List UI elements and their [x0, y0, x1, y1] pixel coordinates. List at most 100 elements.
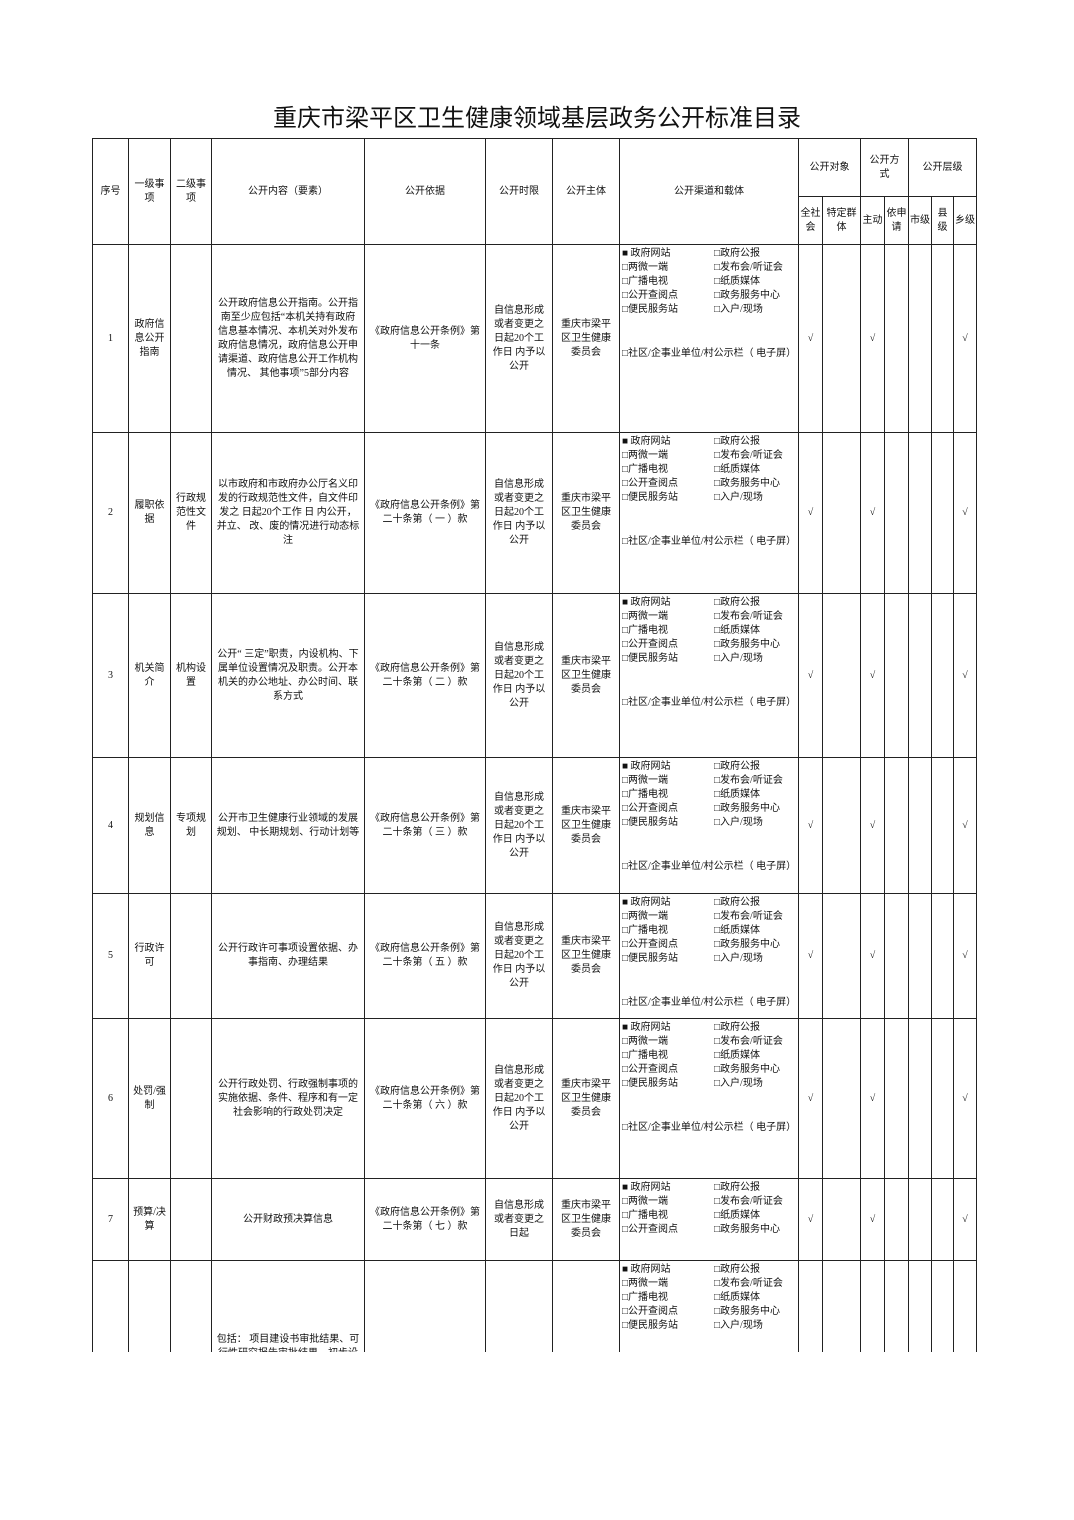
channel-option: □公开查阅点: [622, 1224, 679, 1235]
channels-cell: ■ 政府网站 □政府公报 □两微一端 □发布会/听证会 □广播电视 □纸质媒体 □公开查阅点…: [619, 1018, 799, 1179]
channel-option: □广播电视: [622, 1210, 669, 1221]
channel-option: □便民服务站: [622, 1078, 679, 1089]
cell-no: [92, 1260, 129, 1352]
channel-option: □发布会/听证会: [714, 775, 783, 786]
cell-no: 2: [92, 432, 129, 594]
cell-level1: 行政许可: [128, 893, 171, 1019]
channel-option: □广播电视: [622, 464, 669, 475]
header-cell: 全社会: [798, 196, 823, 245]
check-cell: √: [952, 893, 977, 1019]
check-cell: [884, 1260, 909, 1352]
cell-level2: 行政规范性文件: [170, 432, 212, 594]
check-cell: [884, 893, 909, 1019]
cell-level1: 规划信息: [128, 757, 171, 894]
header-cell: 乡级: [952, 196, 977, 245]
channels-cell: ■ 政府网站 □政府公报 □两微一端 □发布会/听证会 □广播电视 □纸质媒体 □公开查阅点…: [619, 244, 799, 433]
cell-subject: [552, 1260, 620, 1352]
channel-grid: ■ 政府网站 □政府公报 □两微一端 □发布会/听证会 □广播电视 □纸质媒体 □公开查阅点…: [622, 247, 796, 317]
header-cell: 公开对象: [798, 138, 861, 197]
cell-content: 公开行政许可事项设置依据、办事指南、办理结果: [211, 893, 365, 1019]
channel-option: □发布会/听证会: [714, 1196, 783, 1207]
channel-option: □两微一端: [622, 1196, 669, 1207]
cell-no: 7: [92, 1178, 129, 1261]
check-cell: [822, 1178, 861, 1261]
channel-option: □政府公报: [714, 248, 761, 259]
channel-grid: ■ 政府网站 □政府公报 □两微一端 □发布会/听证会 □广播电视 □纸质媒体 □公开查阅点…: [622, 1181, 796, 1237]
channel-option: □广播电视: [622, 1292, 669, 1303]
channel-option: □入户/现场: [714, 492, 763, 503]
channel-option: □便民服务站: [622, 653, 679, 664]
check-cell: [884, 1178, 909, 1261]
channel-option: □纸质媒体: [714, 1210, 761, 1221]
cell-time: 自信息形成或者变更之日起20个工作日 内予以公开: [485, 244, 553, 433]
cell-content: 公开“ 三定”职责，内设机构、下属单位设置情况及职责。公开本机关的办公地址、办公…: [211, 593, 365, 758]
channel-option: □政府公报: [714, 1022, 761, 1033]
cell-basis: 《政府信息公开条例》第十一条: [364, 244, 486, 433]
check-cell: [822, 893, 861, 1019]
cell-subject: 重庆市梁平区卫生健康委员会: [552, 244, 620, 433]
header-cell: 序号: [92, 138, 129, 245]
cell-time: [485, 1260, 553, 1352]
cell-level1: [128, 1260, 171, 1352]
cell-content: 以市政府和市政府办公厅名义印发的行政规范性文件，自文件印发之 日起20个工作 日…: [211, 432, 365, 594]
channel-option: □两微一端: [622, 1278, 669, 1289]
check-cell: [931, 757, 954, 894]
channel-option: □发布会/听证会: [714, 911, 783, 922]
title: 重庆市梁平区卫生健康领域基层政务公开标准目录: [273, 106, 801, 132]
row: 7 预算/决算 公开财政预决算信息 《政府信息公开条例》第二十条第（ 七 ）款 自信息形…: [92, 1178, 977, 1261]
cell-no: 1: [92, 244, 129, 433]
channel-option: □便民服务站: [622, 492, 679, 503]
check-cell: [908, 432, 932, 594]
channel-option: □公开查阅点: [622, 639, 679, 650]
check-cell: [908, 893, 932, 1019]
channels-cell: ■ 政府网站 □政府公报 □两微一端 □发布会/听证会 □广播电视 □纸质媒体 □公开查阅点…: [619, 1178, 799, 1261]
channel-option: □纸质媒体: [714, 789, 761, 800]
check-cell: [822, 432, 861, 594]
cell-basis: 《政府信息公开条例》第二十条第（ 三 ）款: [364, 757, 486, 894]
channel-option: □入户/现场: [714, 304, 763, 315]
cell-subject: 重庆市梁平区卫生健康委员会: [552, 893, 620, 1019]
header-cell: 公开渠道和载体: [619, 138, 799, 245]
channel-option: □政府公报: [714, 436, 761, 447]
check-cell: [908, 1178, 932, 1261]
channel-option: □社区/企事业单位/村公示栏（ 电子屏）: [622, 697, 797, 708]
channel-option: □社区/企事业单位/村公示栏（ 电子屏）: [622, 861, 797, 872]
cell-content: 公开市卫生健康行业领域的发展规划、 中长期规划、行动计划等: [211, 757, 365, 894]
channel-option: ■ 政府网站: [622, 1022, 671, 1033]
check-cell: [931, 1260, 954, 1352]
cell-no: 4: [92, 757, 129, 894]
check-cell: √: [798, 1178, 823, 1261]
cell-basis: 《政府信息公开条例》第二十条第（ 七 ）款: [364, 1178, 486, 1261]
channel-option: □发布会/听证会: [714, 1036, 783, 1047]
row: 4 规划信息 专项规划 公开市卫生健康行业领域的发展规划、 中长期规划、行动计划等 《政…: [92, 757, 977, 894]
check-cell: [908, 757, 932, 894]
cell-level1: 履职依据: [128, 432, 171, 594]
channel-option: □政务服务中心: [714, 803, 781, 814]
check-cell: √: [860, 893, 885, 1019]
header-cell: 公开内容（要素）: [211, 138, 365, 245]
channels-cell: ■ 政府网站 □政府公报 □两微一端 □发布会/听证会 □广播电视 □纸质媒体 □公开查阅点…: [619, 757, 799, 894]
cell-content: 公开政府信息公开指南。公开指南至少应包括“本机关持有政府信息基本情况、本机关对外…: [211, 244, 365, 433]
check-cell: [822, 244, 861, 433]
channels-cell: ■ 政府网站 □政府公报 □两微一端 □发布会/听证会 □广播电视 □纸质媒体 □公开查阅点…: [619, 893, 799, 1019]
cell-subject: 重庆市梁平区卫生健康委员会: [552, 593, 620, 758]
channel-option: ■ 政府网站: [622, 248, 671, 259]
channel-option: ■ 政府网站: [622, 897, 671, 908]
table-wrap: 序号 一级事项 二级事项 公开内容（要素） 公开依据 公开时限 公开主体 公开渠…: [92, 138, 977, 1352]
cell-no: 3: [92, 593, 129, 758]
check-cell: √: [952, 1178, 977, 1261]
channel-option: □政务服务中心: [714, 1224, 781, 1235]
cell-level2: [170, 1260, 212, 1352]
cell-basis: 《政府信息公开条例》第二十条第（ 二 ）款: [364, 593, 486, 758]
header-cell: 主动: [860, 196, 885, 245]
channel-grid: ■ 政府网站 □政府公报 □两微一端 □发布会/听证会 □广播电视 □纸质媒体 □公开查阅点…: [622, 435, 796, 505]
check-cell: [931, 244, 954, 433]
check-cell: √: [952, 593, 977, 758]
channel-option: □两微一端: [622, 911, 669, 922]
channel-option: □发布会/听证会: [714, 262, 783, 273]
check-cell: [884, 1018, 909, 1179]
channel-option: □公开查阅点: [622, 939, 679, 950]
channel-option: □入户/现场: [714, 817, 763, 828]
channel-option: □两微一端: [622, 450, 669, 461]
header-cell: 一级事项: [128, 138, 171, 245]
